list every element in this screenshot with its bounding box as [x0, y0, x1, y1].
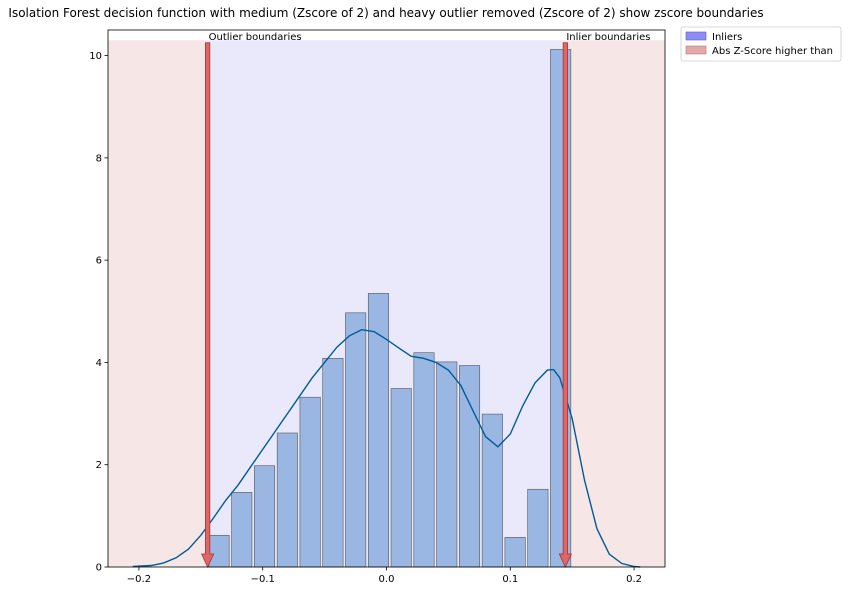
legend-box [680, 26, 842, 62]
x-axis-ticks: −0.2 −0.1 0.0 0.1 0.2 [127, 567, 642, 585]
hist-bar [436, 361, 458, 568]
hist-bar [208, 534, 230, 568]
hist-bar [276, 432, 298, 568]
x-tick-label: −0.2 [127, 574, 151, 585]
hist-bar [254, 465, 276, 568]
y-tick-label: 10 [89, 51, 102, 62]
legend: Inliers Abs Z-Score higher than [680, 26, 842, 62]
boundary-arrows: Outlier boundaries Inlier boundaries [201, 32, 651, 568]
hist-bar [413, 352, 435, 568]
x-tick-label: −0.1 [251, 574, 275, 585]
x-tick-label: 0.2 [626, 574, 642, 585]
boundary-arrow-1 [558, 42, 572, 568]
hist-bar [527, 488, 549, 568]
y-tick-label: 2 [96, 460, 102, 471]
arrow-label-1: Inlier boundaries [566, 32, 650, 43]
y-tick-label: 6 [96, 256, 102, 267]
legend-swatch [685, 45, 707, 55]
x-tick-label: 0.1 [502, 574, 518, 585]
legend-label: Abs Z-Score higher than [712, 46, 833, 57]
hist-bar [231, 492, 253, 568]
chart-title: Isolation Forest decision function with … [8, 6, 763, 20]
hist-bar [322, 358, 344, 568]
region-2 [565, 40, 665, 567]
hist-bar [299, 396, 321, 568]
hist-bar [345, 312, 367, 568]
legend-swatch [685, 31, 707, 41]
y-tick-label: 0 [96, 563, 102, 574]
boundary-arrow-0 [201, 42, 215, 568]
y-tick-label: 8 [96, 153, 102, 164]
x-tick-label: 0.0 [379, 574, 395, 585]
region-1 [108, 40, 208, 567]
legend-label: Inliers [712, 32, 742, 43]
kde-line [132, 328, 641, 568]
hist-bar [504, 537, 526, 568]
y-axis-ticks: 0 2 4 6 8 10 [89, 51, 108, 574]
hist-bar [390, 388, 412, 568]
hist-bar [459, 365, 481, 568]
y-tick-label: 4 [96, 358, 102, 369]
arrow-label-0: Outlier boundaries [209, 32, 302, 43]
